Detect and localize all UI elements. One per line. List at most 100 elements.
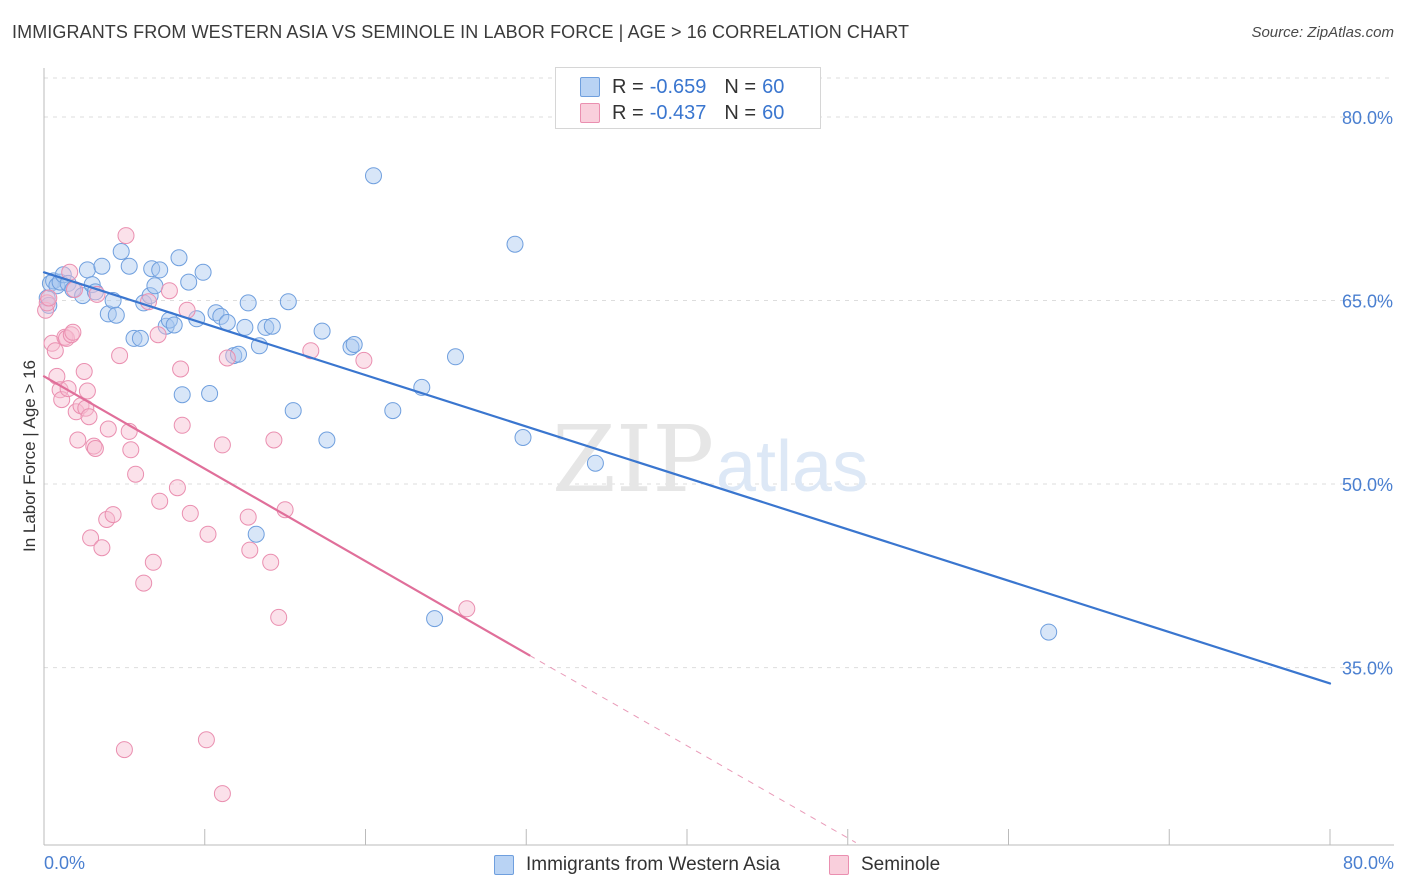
y-tick-label: 50.0%	[1342, 475, 1393, 495]
series-legend-seminole: Seminole	[829, 853, 940, 877]
western-asia-point	[279, 293, 297, 311]
correlation-legend: R = -0.659 N = 60 R = -0.437 N = 60	[555, 67, 821, 129]
legend-r-label: R =	[612, 101, 644, 124]
seminole-point	[199, 525, 217, 543]
source-label: Source: ZipAtlas.com	[1251, 24, 1394, 41]
series-name-western-asia: Immigrants from Western Asia	[526, 854, 781, 875]
seminole-point	[122, 441, 140, 459]
western-asia-point	[165, 316, 183, 334]
data-points	[37, 167, 1058, 803]
seminole-point	[62, 326, 80, 344]
seminole-point	[104, 506, 122, 524]
western-asia-trend-line	[42, 271, 1332, 685]
seminole-point	[86, 440, 104, 457]
trend-lines	[42, 271, 1332, 843]
legend-n-label: N =	[724, 75, 757, 98]
legend-row-seminole: R = -0.437 N = 60	[580, 101, 784, 125]
western-asia-point	[120, 257, 138, 275]
seminole-point	[458, 600, 476, 618]
seminole-point	[117, 227, 135, 245]
western-asia-point	[40, 296, 58, 314]
seminole-point	[197, 731, 215, 749]
series-name-seminole: Seminole	[861, 854, 941, 875]
seminole-point	[69, 431, 87, 449]
seminole-point	[127, 465, 145, 483]
series-legend-western-asia: Immigrants from Western Asia	[494, 853, 780, 877]
seminole-point	[115, 741, 133, 759]
western-asia-point	[180, 273, 198, 291]
western-asia-point	[125, 329, 143, 347]
legend-n-value: 60	[762, 101, 785, 124]
chart-title: IMMIGRANTS FROM WESTERN ASIA VS SEMINOLE…	[12, 22, 910, 42]
western-asia-point	[78, 261, 96, 279]
legend-r-value: -0.437	[649, 101, 707, 124]
western-asia-point	[141, 287, 159, 305]
western-asia-point	[426, 610, 444, 628]
x-tick-label: 80.0%	[1343, 853, 1394, 873]
western-asia-point	[384, 402, 402, 420]
western-asia-point	[112, 243, 130, 260]
legend-row-western-asia: R = -0.659 N = 60	[580, 75, 784, 99]
western-asia-point	[313, 322, 331, 340]
seminole-point	[75, 363, 93, 380]
seminole-point	[160, 282, 178, 300]
western-asia-point	[586, 454, 604, 472]
seminole-point	[181, 504, 199, 522]
western-asia-point	[146, 277, 164, 295]
seminole-point	[82, 529, 100, 547]
legend-r-value: -0.659	[649, 75, 707, 98]
seminole-point	[40, 289, 58, 307]
seminole-point	[78, 382, 96, 400]
blue-swatch-icon	[494, 855, 514, 875]
x-tick-label: 0.0%	[44, 853, 85, 873]
western-asia-point	[263, 317, 281, 335]
tick-labels: 35.0% 50.0% 65.0% 80.0% 0.0% 80.0%	[44, 108, 1394, 873]
seminole-point	[241, 541, 259, 559]
seminole-point	[80, 408, 98, 426]
western-asia-point	[318, 431, 336, 449]
western-asia-point	[247, 525, 265, 543]
seminole-point	[355, 351, 373, 369]
western-asia-point	[257, 318, 275, 336]
seminole-point	[151, 492, 169, 510]
y-tick-label: 65.0%	[1342, 291, 1393, 311]
seminole-point	[135, 574, 153, 592]
western-asia-point	[514, 429, 532, 446]
western-asia-point	[365, 167, 382, 185]
seminole-point	[144, 553, 162, 571]
y-tick-label: 80.0%	[1342, 108, 1393, 128]
pink-swatch-icon	[829, 855, 849, 875]
pink-swatch-icon	[580, 103, 600, 123]
seminole-point	[93, 539, 111, 557]
western-asia-point	[107, 306, 125, 324]
seminole-point	[213, 436, 231, 454]
seminole-point	[213, 785, 231, 803]
seminole-point	[85, 437, 103, 455]
seminole-point	[172, 360, 190, 378]
seminole-point	[53, 391, 71, 409]
blue-swatch-icon	[580, 77, 600, 97]
seminole-point	[173, 416, 191, 434]
western-asia-point	[212, 307, 230, 325]
western-asia-point	[131, 329, 149, 347]
seminole-point	[46, 342, 64, 360]
seminole-point	[270, 608, 288, 626]
western-asia-point	[506, 235, 524, 253]
seminole-point	[111, 347, 129, 365]
legend-n-label: N =	[724, 101, 757, 124]
western-asia-point	[194, 263, 212, 281]
seminole-point	[239, 508, 257, 526]
seminole-point	[140, 293, 157, 311]
western-asia-point	[230, 345, 247, 363]
western-asia-point	[173, 386, 191, 404]
gridlines	[44, 77, 1394, 669]
seminole-point	[265, 431, 283, 449]
western-asia-point	[342, 338, 360, 356]
western-asia-point	[447, 348, 464, 366]
western-asia-point	[239, 294, 257, 312]
western-asia-point	[93, 257, 111, 275]
watermark-zip: ZIP	[552, 406, 714, 513]
western-asia-point	[345, 336, 363, 353]
seminole-point	[218, 349, 236, 367]
